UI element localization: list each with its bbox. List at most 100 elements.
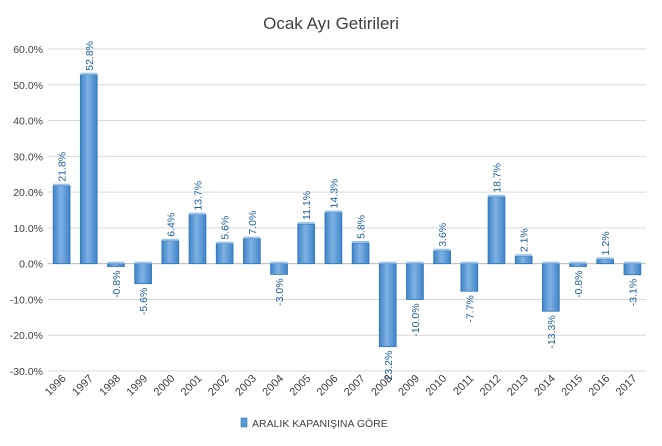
bar — [487, 196, 506, 265]
data-label: 3.6% — [437, 223, 449, 247]
data-label: 7.0% — [247, 211, 259, 235]
bar — [161, 240, 180, 265]
data-label: 52.8% — [84, 41, 96, 71]
bar — [542, 263, 560, 312]
bar — [324, 212, 343, 265]
bar — [460, 263, 479, 292]
x-tick-label: 2006 — [315, 373, 341, 399]
data-label: -13.3% — [546, 315, 558, 348]
bar — [351, 242, 370, 265]
bar-2000 — [161, 238, 180, 265]
bar-top-face — [542, 261, 560, 264]
bar-2002 — [215, 241, 234, 265]
x-tick-label: 2005 — [288, 373, 314, 399]
data-label: 11.1% — [301, 191, 313, 220]
bar-2007 — [351, 240, 370, 265]
legend: ARALIK KAPANIŞINA GÖRE — [240, 417, 388, 430]
bar-2005 — [297, 221, 316, 265]
bar-2011 — [460, 261, 479, 292]
bar — [433, 250, 451, 265]
bar — [270, 263, 288, 275]
x-tick-label: 2000 — [152, 373, 178, 399]
data-label: -3.0% — [274, 278, 286, 305]
data-label: 21.8% — [57, 152, 69, 182]
bar-2017 — [623, 261, 642, 276]
data-label: 2.1% — [519, 228, 531, 252]
x-tick-label: 2017 — [614, 373, 640, 399]
bar-top-face — [623, 261, 641, 264]
bar-top-face — [352, 240, 370, 243]
bar-top-face — [107, 261, 125, 264]
chart-title: Ocak Ayı Getirileri — [263, 14, 399, 33]
x-tick-label: 1997 — [70, 373, 96, 399]
y-tick-label: 40.0% — [13, 116, 43, 128]
x-tick-label: 2011 — [451, 373, 476, 398]
x-tick-label: 2002 — [206, 373, 232, 399]
data-label: 5.6% — [220, 216, 232, 240]
legend-swatch — [240, 417, 248, 428]
bar-top-face — [189, 212, 206, 215]
bar-top-face — [433, 248, 451, 251]
bar — [569, 263, 587, 267]
bar-2014 — [542, 261, 560, 312]
bar — [596, 258, 615, 265]
bar-top-face — [406, 261, 424, 264]
data-label: 18.7% — [492, 163, 504, 193]
bar-2008 — [378, 261, 397, 348]
bar-top-face — [161, 238, 179, 241]
x-tick-label: 2013 — [505, 373, 531, 399]
data-label: 6.4% — [165, 213, 177, 237]
bar — [107, 263, 125, 267]
bar-top-face — [243, 236, 261, 239]
x-axis-ticks: 1996 1997 1998 1999 2000 2001 2002 2003 2004 2005… — [43, 373, 640, 399]
x-tick-label: 1999 — [124, 373, 150, 399]
bar-2010 — [433, 248, 451, 265]
bar-top-face — [324, 210, 342, 213]
bar-top-face — [515, 254, 533, 257]
y-axis-ticks: 60.0% 50.0% 40.0% 30.0% 20.0% 10.0% 0.0% -10.0%… — [10, 44, 43, 378]
y-tick-label: 50.0% — [13, 80, 43, 92]
x-tick-label: 2004 — [260, 373, 286, 399]
bar — [623, 263, 642, 276]
bar-2013 — [514, 254, 533, 265]
bar-2006 — [324, 210, 343, 265]
bar-2009 — [406, 261, 424, 300]
bar-1996 — [52, 183, 71, 265]
x-tick-label: 2014 — [532, 373, 558, 399]
bar-top-face — [216, 241, 234, 244]
bar — [514, 255, 533, 265]
bar-top-face — [53, 183, 71, 186]
y-tick-label: 20.0% — [13, 187, 43, 199]
bar — [243, 238, 261, 265]
bar-2015 — [569, 261, 587, 267]
bar-1998 — [107, 261, 125, 267]
y-tick-label: -20.0% — [10, 330, 43, 342]
data-label: -0.8% — [573, 271, 585, 298]
bar — [215, 243, 234, 265]
legend-label: ARALIK KAPANIŞINA GÖRE — [252, 418, 388, 430]
bar-2003 — [243, 236, 261, 265]
bar-top-face — [134, 261, 152, 264]
x-tick-label: 2010 — [423, 373, 449, 399]
bar-top-face — [488, 194, 505, 197]
bar — [134, 263, 152, 285]
x-tick-label: 2015 — [559, 373, 585, 399]
x-tick-label: 2003 — [233, 373, 259, 399]
bar — [52, 185, 71, 265]
bar-2016 — [596, 257, 615, 265]
bar — [297, 223, 316, 265]
y-tick-label: -30.0% — [10, 366, 43, 378]
bar-1997 — [79, 72, 98, 265]
data-label: -3.1% — [627, 279, 639, 306]
bar-2012 — [487, 194, 506, 265]
x-tick-label: 2001 — [179, 373, 205, 399]
bar-top-face — [297, 221, 315, 224]
bar-1999 — [134, 261, 152, 285]
x-tick-label: 2016 — [587, 373, 613, 399]
x-tick-label: 2012 — [478, 373, 504, 399]
bar-top-face — [596, 257, 614, 260]
y-tick-label: 0.0% — [19, 259, 43, 271]
y-tick-label: 30.0% — [13, 151, 43, 163]
bar — [378, 263, 397, 348]
